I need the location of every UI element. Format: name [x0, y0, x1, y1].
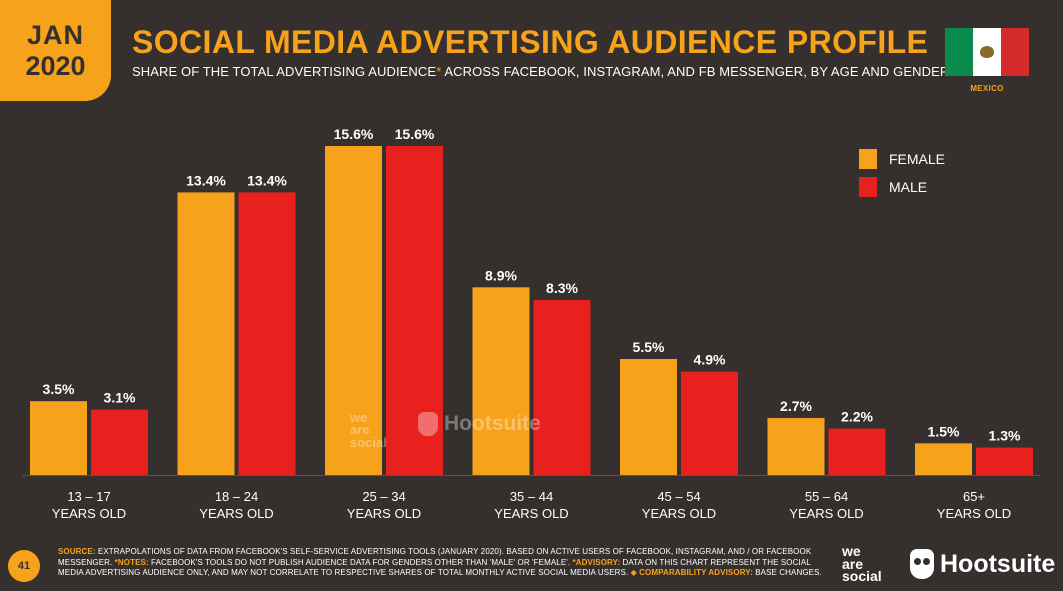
bar-male-1	[238, 192, 296, 475]
advisory-key: *ADVISORY:	[572, 557, 621, 567]
x-tick-label-3-0: 35 – 44	[510, 489, 553, 504]
date-month: JAN	[26, 19, 84, 50]
hootsuite-owl-icon	[910, 549, 934, 579]
bar-female-6	[915, 443, 972, 475]
legend-item-male: MALE	[859, 176, 945, 198]
bar-male-5	[828, 428, 886, 475]
x-tick-label-6-0: 65+	[963, 489, 985, 504]
x-tick-label-2-1: YEARS OLD	[347, 506, 421, 521]
chart-legend: FEMALE MALE	[859, 148, 945, 204]
bar-female-5	[767, 418, 825, 475]
data-label-female-2: 15.6%	[334, 126, 374, 142]
legend-item-female: FEMALE	[859, 148, 945, 170]
data-label-male-3: 8.3%	[546, 280, 578, 296]
bar-male-0	[91, 409, 148, 475]
bar-female-2	[325, 146, 382, 475]
x-tick-label-0-0: 13 – 17	[67, 489, 110, 504]
data-label-male-4: 4.9%	[694, 352, 726, 368]
data-label-female-5: 2.7%	[780, 398, 812, 414]
page-subtitle: SHARE OF THE TOTAL ADVERTISING AUDIENCE*…	[132, 64, 949, 79]
data-label-male-5: 2.2%	[841, 409, 873, 425]
bar-male-4	[681, 371, 738, 475]
bar-female-3	[472, 287, 530, 475]
data-label-female-0: 3.5%	[43, 381, 75, 397]
page-number: 41	[8, 550, 40, 582]
data-label-female-3: 8.9%	[485, 267, 517, 283]
data-label-male-6: 1.3%	[989, 428, 1021, 444]
x-tick-label-5-0: 55 – 64	[805, 489, 848, 504]
notes-text: FACEBOOK'S TOOLS DO NOT PUBLISH AUDIENCE…	[148, 557, 573, 567]
x-tick-label-1-1: YEARS OLD	[199, 506, 273, 521]
watermark-hootsuite-logo: Hootsuite	[418, 412, 541, 436]
subtitle-main: SHARE OF THE TOTAL ADVERTISING AUDIENCE	[132, 64, 437, 79]
hootsuite-owl-icon	[418, 412, 438, 436]
legend-swatch-male	[859, 177, 877, 197]
subtitle-asterisk: *	[436, 64, 442, 79]
x-tick-label-0-1: YEARS OLD	[52, 506, 126, 521]
data-label-male-0: 3.1%	[104, 390, 136, 406]
legend-swatch-female	[859, 149, 877, 169]
bar-female-1	[177, 192, 235, 475]
data-label-female-6: 1.5%	[928, 423, 960, 439]
advisory-text: DATA ON THIS CHART REPRESENT THE SOCIAL …	[58, 557, 811, 578]
bar-male-6	[976, 447, 1033, 475]
source-text: EXTRAPOLATIONS OF DATA FROM FACEBOOK'S S…	[58, 547, 812, 567]
date-badge: JAN 2020	[0, 0, 111, 101]
we-are-social-logo: we are social	[842, 543, 882, 585]
x-tick-label-6-1: YEARS OLD	[937, 506, 1011, 521]
legend-label-male: MALE	[889, 179, 928, 195]
footnote: SOURCE: EXTRAPOLATIONS OF DATA FROM FACE…	[58, 547, 828, 579]
hootsuite-logo: Hootsuite	[910, 549, 1055, 579]
page-title: SOCIAL MEDIA ADVERTISING AUDIENCE PROFIL…	[132, 24, 929, 60]
bar-female-4	[620, 359, 677, 475]
subtitle-rest: ACROSS FACEBOOK, INSTAGRAM, AND FB MESSE…	[441, 64, 950, 79]
x-tick-label-1-0: 18 – 24	[215, 489, 258, 504]
date-year: 2020	[25, 50, 86, 81]
watermark-we-are-social-logo: we are social	[350, 410, 387, 450]
x-tick-label-5-1: YEARS OLD	[789, 506, 863, 521]
bar-male-3	[533, 299, 591, 475]
comparability-text: BASE CHANGES.	[752, 568, 822, 578]
legend-label-female: FEMALE	[889, 151, 946, 167]
data-label-female-4: 5.5%	[633, 339, 665, 355]
data-label-male-2: 15.6%	[395, 126, 435, 142]
x-tick-label-4-0: 45 – 54	[657, 489, 700, 504]
data-label-male-1: 13.4%	[247, 172, 287, 188]
x-tick-label-3-1: YEARS OLD	[494, 506, 568, 521]
x-tick-label-2-0: 25 – 34	[362, 489, 405, 504]
notes-key: *NOTES:	[114, 557, 149, 567]
mexico-flag-icon	[945, 28, 1029, 76]
bar-female-0	[30, 401, 87, 475]
x-tick-label-4-1: YEARS OLD	[642, 506, 716, 521]
source-key: SOURCE:	[58, 547, 96, 556]
country-label: MEXICO	[970, 84, 1004, 93]
comparability-key: ◆ COMPARABILITY ADVISORY:	[630, 568, 753, 578]
data-label-female-1: 13.4%	[186, 172, 226, 188]
bar-male-2	[386, 146, 443, 475]
